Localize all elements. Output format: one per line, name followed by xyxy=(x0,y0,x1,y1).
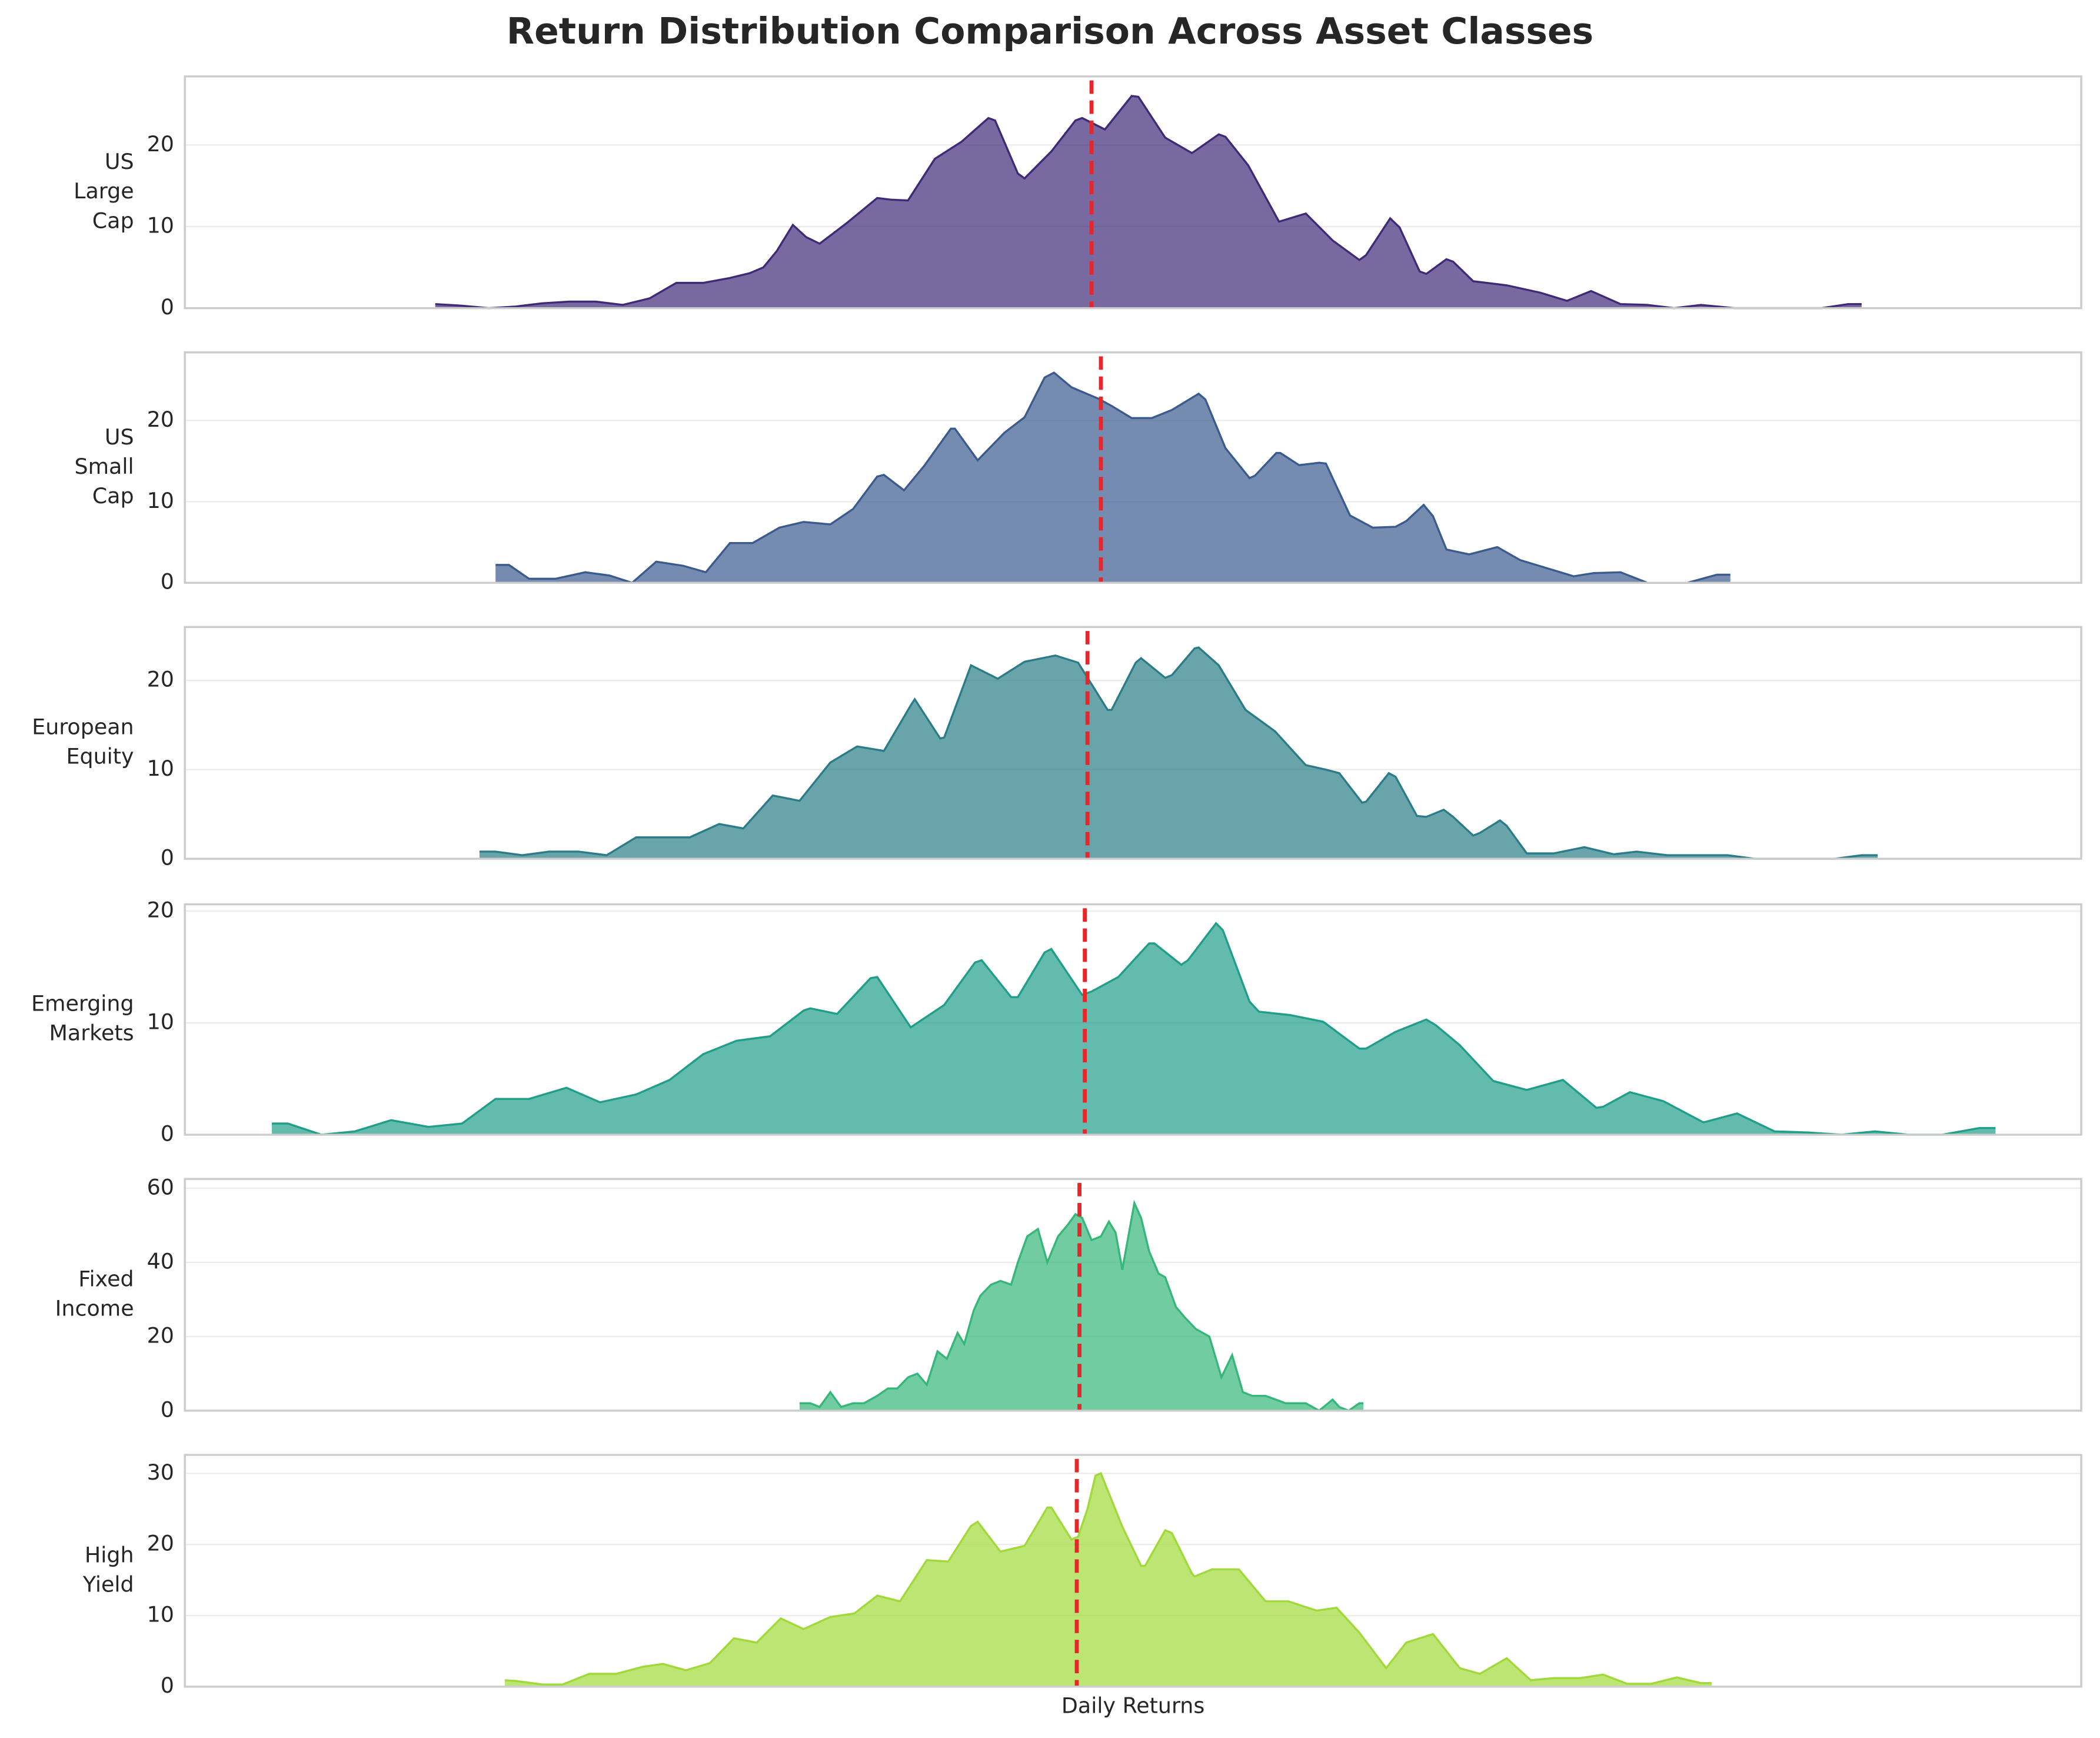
ridge-outline xyxy=(272,922,1996,1136)
y-tick-label: 20 xyxy=(147,407,174,432)
y-axis-label: Emerging xyxy=(31,991,134,1016)
ridge-outline xyxy=(479,646,1878,860)
y-tick-label: 10 xyxy=(147,1601,174,1627)
y-tick-label: 40 xyxy=(147,1248,174,1274)
y-axis-label: Cap xyxy=(92,483,134,509)
panel-frame xyxy=(184,75,2082,310)
ridge-outline xyxy=(435,95,1862,310)
panel-frame xyxy=(184,903,2082,1136)
area xyxy=(505,1473,1712,1687)
y-tick-label: 20 xyxy=(147,667,174,692)
y-tick-label: 0 xyxy=(161,1121,174,1146)
x-axis-label: Daily Returns xyxy=(1061,1693,1204,1718)
y-tick-label: 20 xyxy=(147,131,174,157)
panel-frame xyxy=(184,1454,2082,1688)
y-axis-label: US xyxy=(105,149,134,174)
y-axis-label: Income xyxy=(55,1296,134,1321)
y-axis-label: US xyxy=(105,424,134,450)
chart-title: Return Distribution Comparison Across As… xyxy=(507,11,1593,52)
y-tick-label: 0 xyxy=(161,294,174,320)
y-tick-label: 0 xyxy=(161,845,174,870)
area xyxy=(479,647,1878,859)
y-axis-label: Small xyxy=(74,454,134,479)
ridge-outline xyxy=(504,1472,1712,1686)
y-tick-label: 10 xyxy=(147,756,174,781)
panel-frame xyxy=(184,1178,2082,1412)
y-axis-label: Fixed xyxy=(78,1266,134,1291)
ridge-outline xyxy=(799,1199,1364,1412)
y-tick-label: 20 xyxy=(147,897,174,922)
y-axis-label: Cap xyxy=(92,208,134,233)
y-tick-label: 10 xyxy=(147,212,174,238)
y-tick-label: 0 xyxy=(161,569,174,594)
y-tick-label: 0 xyxy=(161,1397,174,1422)
y-axis-label: Large xyxy=(74,178,134,204)
y-axis-label: Equity xyxy=(66,744,134,769)
y-axis-label: Yield xyxy=(82,1571,134,1597)
y-tick-label: 20 xyxy=(147,1322,174,1348)
area xyxy=(495,373,1730,583)
y-tick-label: 0 xyxy=(161,1673,174,1698)
y-tick-label: 10 xyxy=(147,488,174,513)
y-tick-label: 60 xyxy=(147,1174,174,1199)
y-axis-label: European xyxy=(32,715,134,740)
area xyxy=(435,96,1862,308)
panel-frame xyxy=(184,626,2082,860)
y-axis-label: Markets xyxy=(49,1021,134,1046)
panel-frame xyxy=(184,351,2082,584)
y-tick-label: 30 xyxy=(147,1460,174,1485)
y-tick-label: 10 xyxy=(147,1009,174,1034)
y-tick-label: 20 xyxy=(147,1531,174,1556)
ridge-outline xyxy=(495,371,1730,584)
y-axis-label: High xyxy=(85,1542,134,1567)
